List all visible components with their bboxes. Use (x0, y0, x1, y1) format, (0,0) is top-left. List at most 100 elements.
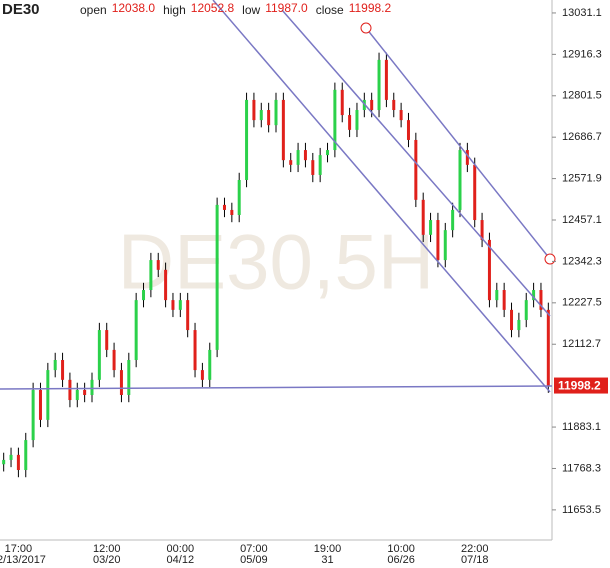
candle-body (245, 99, 249, 180)
trend-line (212, 0, 551, 393)
candle-body (112, 349, 116, 371)
candle-body (355, 110, 359, 130)
x-tick-label: 17:00 (5, 543, 33, 555)
y-tick-label: 13031.1 (562, 7, 602, 19)
candle-body (53, 360, 57, 371)
candle-body (31, 389, 35, 441)
candle-body (149, 260, 153, 291)
x-tick-label: 00:00 (167, 543, 195, 555)
last-price-label: 11998.2 (558, 379, 601, 393)
y-tick-label: 12916.3 (562, 48, 602, 60)
y-tick-label: 12571.9 (562, 172, 602, 184)
candle-body (340, 89, 344, 116)
anchor-point[interactable] (360, 22, 372, 34)
y-tick-label: 12112.7 (562, 338, 601, 350)
candle-body (377, 59, 381, 111)
candle-body (451, 209, 455, 231)
candle-body (487, 239, 491, 301)
watermark: DE30,5H (118, 218, 435, 306)
candle-body (274, 99, 278, 126)
candle-body (186, 300, 190, 331)
y-tick-label: 11768.3 (562, 462, 601, 474)
symbol: DE30 (2, 1, 40, 18)
candle-body (392, 99, 396, 111)
candle-body (281, 99, 285, 161)
anchor-point[interactable] (544, 253, 556, 265)
legend-value: 12052.8 (191, 1, 235, 15)
candle-body (16, 454, 20, 471)
candle-body (289, 160, 293, 165)
candle-body (458, 150, 462, 210)
x-tick-label: 10:00 (387, 543, 415, 555)
candle-body (2, 459, 6, 465)
y-tick-label: 12227.5 (562, 297, 602, 309)
candle-body (326, 150, 330, 156)
candle-body (46, 370, 50, 420)
candle-body (127, 360, 131, 395)
candle-body (259, 110, 263, 121)
candle-body (119, 370, 123, 395)
x-date-label: 05/09 (240, 554, 268, 566)
candle-body (75, 389, 79, 401)
x-date-label: 02/13/2017 (0, 554, 46, 566)
candle-body (9, 454, 13, 460)
candle-body (465, 150, 469, 165)
legend-label: high (163, 3, 186, 17)
candle-body (97, 330, 101, 380)
x-tick-label: 22:00 (461, 543, 489, 555)
candle-body (414, 139, 418, 200)
candle-body (230, 209, 234, 215)
candle-body (68, 379, 72, 401)
candle-body (318, 155, 322, 175)
candle-body (38, 389, 42, 420)
candle-body (539, 290, 543, 310)
candle-body (443, 230, 447, 261)
x-date-label: 06/26 (387, 554, 415, 566)
candle-body (546, 309, 550, 386)
candle-body (436, 220, 440, 261)
legend-label: close (316, 3, 344, 17)
candle-body (517, 319, 521, 331)
candle-body (473, 164, 477, 221)
ohlc-legend: open 12038.0 high 12052.8 low 11987.0 close 119… (80, 1, 392, 17)
candle-body (406, 120, 410, 140)
x-date-label: 04/12 (167, 554, 195, 566)
candle-body (215, 204, 219, 350)
candle-body (237, 180, 241, 215)
candle-body (61, 360, 65, 380)
y-tick-label: 12801.5 (562, 90, 602, 102)
trend-line (281, 9, 551, 317)
x-tick-label: 07:00 (240, 543, 268, 555)
candle-body (83, 389, 87, 395)
candle-body (532, 290, 536, 301)
horizontal-line (0, 385, 553, 390)
x-date-label: 31 (321, 554, 333, 566)
candle-body (421, 199, 425, 235)
candle-body (178, 300, 182, 310)
candle-body (333, 89, 337, 151)
legend-label: open (80, 3, 107, 17)
candle-body (90, 379, 94, 395)
legend-value: 11987.0 (265, 1, 308, 15)
candle-body (429, 220, 433, 235)
candle-body (370, 99, 374, 111)
candle-body (252, 99, 256, 121)
candle-body (156, 260, 160, 270)
x-tick-label: 12:00 (93, 543, 121, 555)
candle-body (495, 290, 499, 301)
candle-body (208, 349, 212, 380)
candle-body (105, 330, 109, 350)
candle-body (524, 300, 528, 320)
y-tick-label: 11883.1 (562, 421, 601, 433)
candle-body (502, 290, 506, 310)
candle-body (142, 290, 146, 301)
legend-value: 11998.2 (349, 1, 392, 15)
candle-body (384, 59, 388, 100)
x-date-label: 07/18 (461, 554, 489, 566)
y-tick-label: 12342.3 (562, 255, 602, 267)
candles (2, 52, 550, 478)
trend-line (365, 27, 551, 260)
candle-body (267, 110, 271, 126)
x-tick-label: 19:00 (314, 543, 342, 555)
